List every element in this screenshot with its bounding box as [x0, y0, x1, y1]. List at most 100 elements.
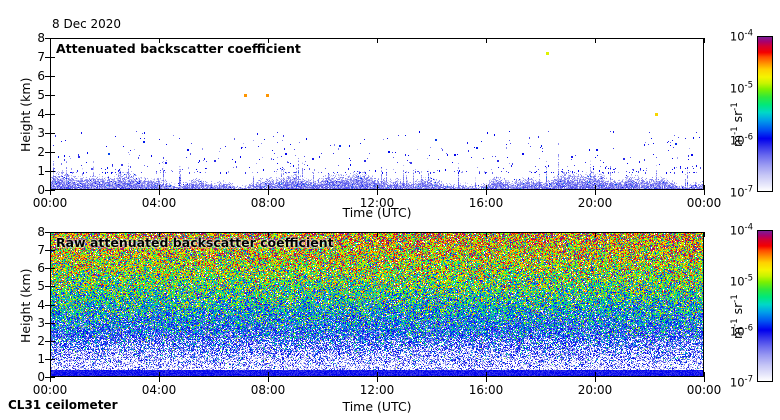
colorbar-tick-label: 10-5 [729, 273, 753, 289]
y-tick [45, 268, 50, 270]
y-tick [45, 133, 50, 134]
x-tick-inner [268, 372, 269, 377]
colorbar-panel1 [757, 230, 773, 382]
x-tick [486, 190, 487, 195]
x-tick-label: 20:00 [577, 196, 613, 210]
y-tick-inner [50, 268, 55, 270]
colorbar-title-panel1: m-1 sr-1 [730, 294, 746, 339]
y-tick-label: 1 [37, 351, 45, 366]
x-tick-label: 12:00 [359, 196, 395, 210]
x-tick [704, 377, 705, 382]
x-tick [268, 377, 269, 382]
y-tick-label: 3 [37, 315, 45, 330]
x-tick-top [595, 38, 596, 43]
x-tick [268, 190, 269, 195]
x-tick [159, 377, 160, 382]
y-tick-label: 5 [37, 88, 45, 102]
y-tick-inner [50, 340, 55, 342]
x-tick-top [159, 38, 160, 43]
y-tick-inner [50, 250, 55, 252]
x-tick-inner [50, 185, 51, 190]
y-tick-label: 8 [37, 31, 45, 45]
plot-area-attenuated-backscatter [50, 38, 704, 190]
x-tick-inner [704, 372, 705, 377]
x-tick-label: 08:00 [250, 383, 286, 397]
x-axis-title-panel0: Time (UTC) [342, 205, 412, 220]
y-tick [45, 358, 50, 360]
y-tick-inner [50, 322, 55, 324]
y-tick [45, 95, 50, 96]
y-tick-label: 6 [37, 69, 45, 83]
y-tick [45, 232, 50, 233]
colorbar-tick-label: 10-6 [729, 323, 753, 339]
y-tick [45, 171, 50, 172]
x-tick-inner [50, 372, 51, 377]
x-tick [159, 190, 160, 195]
panel-title-raw: Raw attenuated backscatter coefficient [56, 235, 334, 250]
plot-area-raw-attenuated-backscatter [50, 232, 704, 377]
y-tick [45, 190, 50, 191]
y-axis-title-panel0: Height (km) [18, 77, 33, 152]
x-tick [486, 377, 487, 382]
y-tick [45, 377, 50, 378]
x-tick-top [704, 232, 705, 237]
x-tick-inner [159, 185, 160, 190]
y-tick-inner [50, 38, 55, 39]
heatmap-canvas-attenuated [51, 39, 703, 189]
y-tick-label: 4 [37, 297, 45, 312]
date-label: 8 Dec 2020 [52, 17, 122, 31]
colorbar-tick-label: 10-7 [729, 184, 753, 200]
y-tick [45, 38, 50, 39]
y-tick [45, 152, 50, 153]
panel-raw-attenuated-backscatter: Raw attenuated backscatter coefficient 0… [33, 225, 722, 397]
panel-title-attenuated: Attenuated backscatter coefficient [56, 41, 301, 56]
x-tick-top [159, 232, 160, 237]
y-tick-label: 5 [37, 279, 45, 294]
y-tick-label: 6 [37, 261, 45, 276]
y-tick [45, 322, 50, 324]
plot-canvas-wrap-1 [51, 233, 703, 376]
y-tick-inner [50, 358, 55, 360]
colorbar-tick-label: 10-4 [729, 28, 753, 44]
x-tick [595, 190, 596, 195]
x-tick-inner [486, 372, 487, 377]
y-tick-label: 3 [37, 126, 45, 140]
y-tick [45, 57, 50, 58]
x-tick-label: 08:00 [250, 196, 286, 210]
x-axis-title-panel1: Time (UTC) [342, 399, 412, 414]
y-tick-label: 8 [37, 225, 45, 239]
y-tick-inner [50, 114, 55, 115]
x-tick-label: 20:00 [577, 383, 613, 397]
x-tick-top [268, 232, 269, 237]
y-tick-inner [50, 232, 55, 233]
x-tick-top [50, 232, 51, 237]
x-tick-label: 00:00 [686, 383, 722, 397]
x-tick-inner [486, 185, 487, 190]
x-tick-inner [377, 185, 378, 190]
colorbar-title-panel0: m-1 sr-1 [730, 102, 746, 147]
y-tick-label: 0 [37, 370, 45, 384]
y-tick [45, 114, 50, 115]
y-tick-label: 0 [37, 183, 45, 197]
x-tick-top [486, 232, 487, 237]
x-tick-label: 00:00 [686, 196, 722, 210]
x-tick-label: 16:00 [468, 383, 504, 397]
colorbar-tick-label: 10-6 [729, 132, 753, 148]
x-tick-label: 16:00 [468, 196, 504, 210]
x-tick [704, 190, 705, 195]
y-tick-label: 2 [37, 145, 45, 159]
x-tick-label: 04:00 [141, 196, 177, 210]
x-tick-inner [595, 372, 596, 377]
y-tick-inner [50, 171, 55, 172]
colorbar-tick-label: 10-5 [729, 80, 753, 96]
y-tick-label: 4 [37, 107, 45, 121]
y-tick [45, 304, 50, 306]
x-tick-inner [268, 185, 269, 190]
x-tick [377, 190, 378, 195]
x-tick-label: 12:00 [359, 383, 395, 397]
colorbar-panel0 [757, 36, 773, 192]
x-tick [50, 377, 51, 382]
y-tick-inner [50, 133, 55, 134]
x-tick [50, 190, 51, 195]
